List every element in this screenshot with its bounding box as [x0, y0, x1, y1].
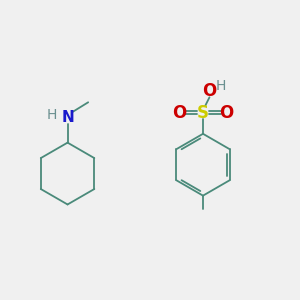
Text: N: N	[61, 110, 74, 125]
Text: H: H	[47, 108, 57, 122]
Text: H: H	[215, 79, 226, 93]
Text: O: O	[202, 82, 217, 100]
Text: O: O	[219, 103, 234, 122]
Text: O: O	[172, 103, 187, 122]
Text: S: S	[197, 103, 209, 122]
